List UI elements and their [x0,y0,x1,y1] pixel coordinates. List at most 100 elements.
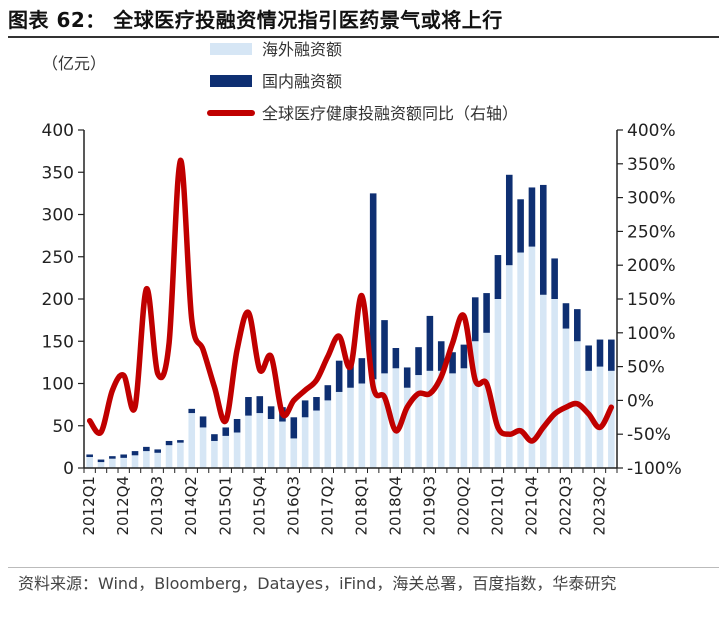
x-tick-label: 2013Q3 [148,476,166,536]
y-right-tick-label: 350% [627,155,676,175]
bar-domestic [608,339,615,371]
yoy-line [86,157,615,444]
bar-domestic [188,408,196,414]
bar-domestic [539,184,547,295]
bar-overseas [245,415,252,468]
y-unit-label: （亿元） [42,54,106,73]
bar-overseas [358,383,366,468]
bar-overseas [313,410,320,468]
bar-overseas [551,299,558,468]
bar-domestic [143,446,150,452]
y-right-tick-label: -100% [627,459,682,479]
y-right-tick-label: 150% [627,290,676,310]
bar-overseas [301,417,309,468]
bar-overseas [279,421,286,468]
bars-group [86,174,615,468]
bar-domestic [551,258,558,299]
bar-overseas [494,299,502,468]
legend-label: 全球医疗健康投融资额同比（右轴） [262,104,518,123]
title-divider [8,36,719,38]
legend-label: 海外融资额 [262,40,342,59]
yoy-line-group [86,157,615,444]
x-tick-label: 2015Q4 [250,476,268,536]
bar-overseas [256,413,264,468]
bar-overseas [267,418,275,468]
bar-domestic [585,345,592,371]
bar-domestic [460,344,468,369]
bar-domestic [97,459,105,463]
y-right-tick-label: 50% [627,358,665,378]
bar-domestic [437,341,445,371]
bar-domestic [86,454,93,458]
x-tick-label: 2014Q2 [182,476,200,536]
bar-domestic [426,315,434,371]
y-left-tick-label: 350 [42,163,74,183]
bar-overseas [143,451,150,468]
bar-overseas [177,442,184,468]
title-row: 图表 62： 全球医疗投融资情况指引医药景气或将上行 [0,0,727,40]
bar-overseas [403,387,411,468]
x-tick-label: 2017Q2 [318,476,336,536]
bar-overseas [199,427,207,468]
bar-overseas [222,435,230,468]
y-left-tick-label: 200 [42,290,74,310]
bar-domestic [381,320,388,374]
bar-domestic [505,174,513,266]
bar-overseas [505,265,513,468]
bar-domestic [494,255,502,299]
bar-domestic [347,360,354,388]
x-tick-label: 2015Q1 [216,476,234,536]
x-tick-label: 2012Q4 [114,476,132,536]
bar-overseas [381,373,388,468]
bar-overseas [188,413,196,468]
bar-domestic [392,348,400,369]
bar-domestic [471,297,479,342]
y-right-tick-label: 200% [627,256,676,276]
y-right-tick-label: -50% [627,425,671,445]
y-right-tick-label: 300% [627,189,676,209]
bar-domestic [120,454,127,458]
y-right-tick-label: 0% [627,391,654,411]
bar-overseas [562,328,570,468]
bar-overseas [211,440,218,468]
y-left-tick-label: 0 [63,459,74,479]
axes-group: 0 50 100 150 200 250 300 350 400 -100% -50% 0% 50% 10… [42,121,682,536]
bar-domestic [245,397,252,416]
bar-overseas [608,370,615,468]
bar-domestic [256,396,264,414]
legend-label: 国内融资额 [262,72,342,91]
x-tick-label: 2012Q1 [80,476,98,536]
bar-overseas [369,379,377,468]
bar-domestic [324,385,332,401]
bar-overseas [392,368,400,468]
bar-domestic [290,417,298,439]
bar-domestic [449,352,456,374]
y-left-tick-label: 100 [42,375,74,395]
bar-domestic [131,451,139,456]
y-left-tick-label: 300 [42,206,74,226]
y-left-tick-label: 250 [42,248,74,268]
x-tick-label: 2019Q3 [420,476,438,536]
bar-overseas [483,332,490,468]
bar-overseas [86,457,93,468]
x-tick-label: 2023Q2 [590,476,608,536]
x-tick-label: 2018Q4 [386,476,404,536]
x-tick-label: 2022Q3 [556,476,574,536]
bar-domestic [301,400,309,418]
bar-overseas [517,252,524,468]
bar-domestic [199,416,207,428]
bar-domestic [415,347,422,376]
bar-domestic [562,303,570,329]
x-tick-label: 2021Q4 [522,476,540,536]
bar-domestic [335,360,343,392]
bar-domestic [165,440,173,446]
bar-overseas [154,452,162,468]
bar-overseas [449,373,456,468]
bar-domestic [358,358,366,384]
y-right-tick-label: 100% [627,324,676,344]
y-right-tick-label: 400% [627,121,676,141]
bar-domestic [528,187,536,247]
source-divider [8,567,719,568]
bar-overseas [335,391,343,468]
